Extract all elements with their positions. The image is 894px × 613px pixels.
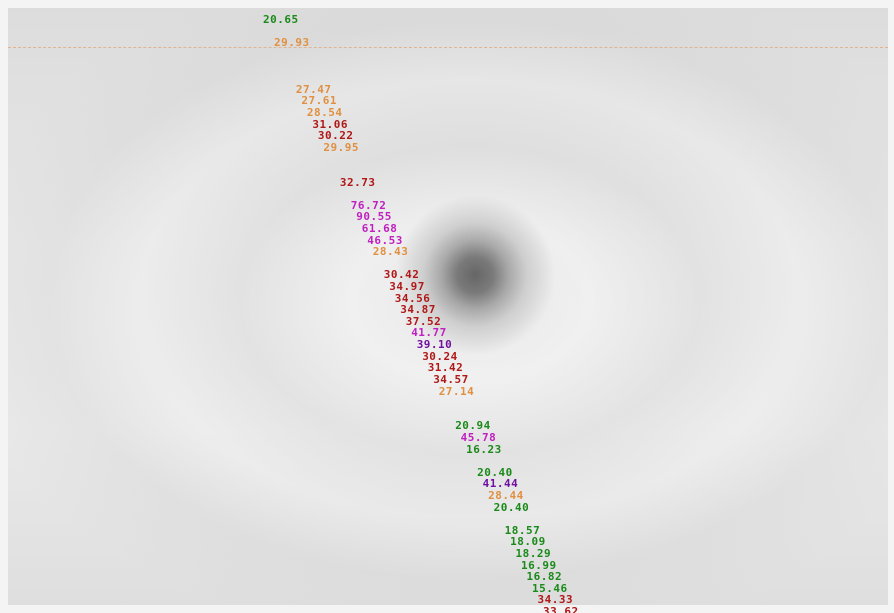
latitude-dash-line bbox=[8, 47, 888, 48]
wind-speed-label: 34.97 bbox=[389, 280, 425, 293]
wind-speed-label: 28.43 bbox=[372, 245, 409, 259]
wind-speed-label: 39.10 bbox=[416, 338, 453, 351]
image-border-top bbox=[0, 0, 894, 8]
image-border-left bbox=[0, 0, 8, 613]
wind-speed-label: 27.47 bbox=[295, 82, 332, 96]
wind-speed-label: 34.57 bbox=[433, 372, 469, 386]
wind-speed-label: 27.61 bbox=[301, 94, 338, 108]
wind-speed-label: 15.46 bbox=[532, 581, 568, 595]
wind-speed-label: 33.62 bbox=[543, 605, 579, 613]
image-border-right bbox=[888, 0, 894, 613]
wind-speed-label: 31.42 bbox=[427, 361, 464, 375]
wind-speed-label: 32.73 bbox=[339, 175, 376, 189]
wind-speed-label: 20.40 bbox=[477, 465, 513, 479]
wind-speed-label: 20.40 bbox=[493, 500, 530, 514]
wind-speed-label: 34.33 bbox=[537, 593, 574, 607]
wind-speed-label: 41.44 bbox=[482, 477, 519, 491]
wind-speed-label: 61.68 bbox=[361, 221, 398, 235]
wind-speed-label: 90.55 bbox=[356, 210, 392, 224]
wind-speed-label: 28.44 bbox=[488, 488, 524, 502]
wind-speed-label: 29.95 bbox=[323, 140, 360, 154]
wind-speed-label: 20.94 bbox=[455, 419, 491, 433]
wind-speed-label: 30.24 bbox=[422, 349, 458, 363]
wind-speed-label: 27.14 bbox=[438, 384, 475, 398]
wind-speed-label: 34.56 bbox=[394, 291, 431, 305]
wind-speed-label: 18.57 bbox=[504, 523, 541, 537]
wind-speed-label: 18.09 bbox=[510, 535, 546, 549]
image-border-bottom bbox=[0, 605, 894, 613]
wind-speed-label: 34.87 bbox=[400, 303, 436, 317]
wind-speed-label: 29.93 bbox=[274, 36, 310, 50]
wind-speed-label: 16.82 bbox=[526, 570, 563, 584]
wind-speed-label: 20.65 bbox=[263, 13, 299, 26]
wind-speed-label: 18.29 bbox=[515, 547, 552, 560]
wind-speed-label: 31.06 bbox=[312, 117, 349, 131]
wind-speed-label: 41.77 bbox=[411, 326, 447, 340]
wind-speed-label: 37.52 bbox=[405, 314, 442, 328]
wind-speed-label: 76.72 bbox=[350, 198, 387, 212]
wind-speed-label: 30.22 bbox=[317, 129, 354, 143]
wind-speed-label: 28.54 bbox=[306, 105, 343, 119]
wind-speed-label: 45.78 bbox=[460, 430, 497, 444]
wind-speed-label: 16.23 bbox=[466, 442, 502, 456]
wind-speed-label: 16.99 bbox=[521, 558, 557, 572]
wind-speed-label: 46.53 bbox=[367, 233, 403, 247]
wind-speed-label: 30.42 bbox=[383, 268, 420, 282]
